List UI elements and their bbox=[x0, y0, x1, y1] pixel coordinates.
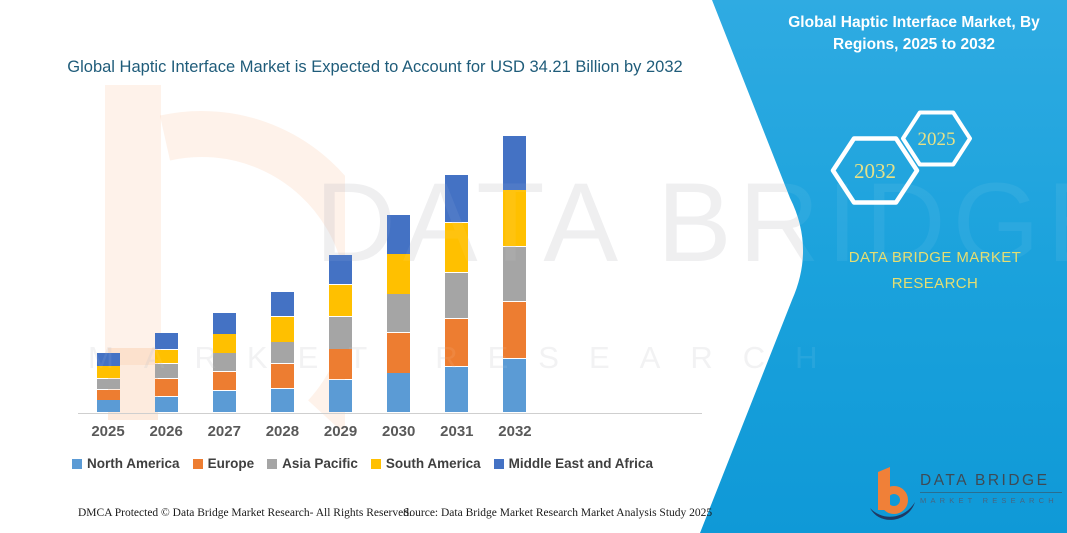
bar-segment-south-america-2027 bbox=[212, 334, 236, 353]
bar-segment-europe-2028 bbox=[270, 364, 294, 389]
bar-segment-middle-east-and-africa-2031 bbox=[445, 174, 469, 223]
hexagon-2025 bbox=[901, 110, 972, 167]
legend-swatch-north-america bbox=[72, 458, 83, 469]
bar-segment-europe-2027 bbox=[212, 371, 236, 391]
bar-segment-asia-pacific-2028 bbox=[270, 342, 294, 364]
bar-segment-south-america-2031 bbox=[445, 222, 469, 273]
data-bridge-b-watermark bbox=[105, 85, 345, 430]
legend-item-north-america: North America bbox=[72, 456, 180, 471]
bar-segment-south-america-2028 bbox=[270, 316, 294, 342]
logo-divider bbox=[920, 492, 1062, 493]
legend-label-asia-pacific: Asia Pacific bbox=[282, 456, 358, 471]
stacked-bar-chart: 2025 2026 2027 2028 2029 2030 2031 2032 bbox=[78, 136, 702, 440]
bar-segment-europe-2026 bbox=[154, 378, 178, 397]
x-axis-label-2025: 2025 bbox=[91, 423, 125, 440]
year-hexagons: 2032 2025 bbox=[830, 110, 972, 205]
side-panel-title: Global Haptic Interface Market, By Regio… bbox=[788, 14, 1040, 53]
bar-segment-south-america-2026 bbox=[154, 350, 178, 364]
bar-segment-north-america-2026 bbox=[154, 396, 178, 413]
chart-title: Global Haptic Interface Market is Expect… bbox=[67, 58, 683, 76]
bar-segment-asia-pacific-2025 bbox=[96, 378, 120, 389]
legend-swatch-europe bbox=[192, 458, 203, 469]
bar-segment-europe-2029 bbox=[329, 349, 353, 380]
bar-segment-north-america-2032 bbox=[503, 358, 527, 413]
hexagon-2032-label: 2032 bbox=[854, 159, 896, 183]
x-axis-line bbox=[78, 413, 702, 414]
logo-subtitle: MARKET RESEARCH bbox=[920, 496, 1058, 505]
legend-item-south-america: South America bbox=[370, 456, 481, 471]
x-axis-label-2028: 2028 bbox=[265, 423, 300, 440]
bar-segment-europe-2031 bbox=[445, 318, 469, 367]
bar-segment-middle-east-and-africa-2026 bbox=[154, 333, 178, 350]
bar-segment-south-america-2025 bbox=[96, 366, 120, 378]
legend-label-middle-east-and-africa: Middle East and Africa bbox=[508, 456, 653, 471]
bar-segment-europe-2032 bbox=[503, 301, 527, 359]
side-panel-brand-text: DATA BRIDGE MARKET RESEARCH bbox=[820, 245, 1050, 296]
bar-segment-asia-pacific-2032 bbox=[503, 247, 527, 302]
bar-segment-asia-pacific-2026 bbox=[154, 364, 178, 379]
logo-text-block: DATA BRIDGE MARKET RESEARCH bbox=[920, 472, 1062, 505]
bar-segment-north-america-2031 bbox=[445, 367, 469, 413]
bar-segment-middle-east-and-africa-2027 bbox=[212, 313, 236, 334]
bar-segment-middle-east-and-africa-2029 bbox=[329, 254, 353, 285]
bar-segment-asia-pacific-2027 bbox=[212, 353, 236, 372]
data-bridge-logo: DATA BRIDGE MARKET RESEARCH bbox=[868, 462, 1062, 524]
chart-legend: North America Europe Asia Pacific South Ame… bbox=[40, 456, 685, 471]
bar-segment-asia-pacific-2031 bbox=[445, 273, 469, 319]
data-bridge-b-icon bbox=[870, 467, 915, 520]
bar-segment-asia-pacific-2030 bbox=[387, 294, 411, 332]
footer-copyright: DMCA Protected © Data Bridge Market Rese… bbox=[78, 507, 412, 519]
bar-segment-asia-pacific-2029 bbox=[329, 316, 353, 349]
footer-source: Source: Data Bridge Market Research Mark… bbox=[403, 507, 713, 519]
logo-title: DATA BRIDGE bbox=[920, 472, 1050, 489]
x-axis-label-2026: 2026 bbox=[149, 423, 183, 440]
brand-text-line1: DATA BRIDGE MARKET bbox=[848, 249, 1022, 266]
watermark-text-spaced-ghost: MARKET RESEARCH bbox=[88, 340, 848, 375]
bar-segment-north-america-2029 bbox=[329, 379, 353, 413]
hexagon-2032 bbox=[830, 136, 920, 205]
legend-item-europe: Europe bbox=[192, 456, 255, 471]
legend-item-middle-east-and-africa: Middle East and Africa bbox=[493, 456, 653, 471]
x-axis-label-2031: 2031 bbox=[440, 423, 474, 440]
hexagon-2025-label: 2025 bbox=[918, 129, 956, 150]
legend-label-europe: Europe bbox=[207, 456, 255, 471]
legend-item-asia-pacific: Asia Pacific bbox=[267, 456, 358, 471]
x-axis-label-2029: 2029 bbox=[323, 423, 358, 440]
legend-swatch-south-america bbox=[370, 458, 381, 469]
watermark-text-big-ghost: DATA BRIDGE bbox=[315, 160, 1067, 285]
bar-segment-middle-east-and-africa-2030 bbox=[387, 215, 411, 254]
bar-segment-north-america-2025 bbox=[96, 400, 120, 413]
bar-segment-europe-2025 bbox=[96, 389, 120, 400]
bar-segment-north-america-2028 bbox=[270, 389, 294, 413]
x-axis-label-2032: 2032 bbox=[498, 423, 532, 440]
legend-swatch-asia-pacific bbox=[267, 458, 278, 469]
bar-segment-north-america-2030 bbox=[387, 373, 411, 413]
bar-segment-middle-east-and-africa-2028 bbox=[270, 292, 294, 317]
bar-segment-south-america-2032 bbox=[503, 190, 527, 247]
legend-label-north-america: North America bbox=[87, 456, 180, 471]
bar-segment-south-america-2030 bbox=[387, 254, 411, 294]
bar-segment-south-america-2029 bbox=[329, 284, 353, 316]
x-axis-label-2030: 2030 bbox=[382, 423, 416, 440]
bar-segment-middle-east-and-africa-2032 bbox=[503, 136, 527, 190]
brand-text-line2: RESEARCH bbox=[891, 274, 979, 292]
x-axis-label-2027: 2027 bbox=[207, 423, 241, 440]
legend-swatch-middle-east-and-africa bbox=[493, 458, 504, 469]
bar-segment-middle-east-and-africa-2025 bbox=[96, 353, 120, 366]
legend-label-south-america: South America bbox=[385, 456, 481, 471]
bar-segment-north-america-2027 bbox=[212, 390, 236, 413]
bar-segment-europe-2030 bbox=[387, 332, 411, 373]
